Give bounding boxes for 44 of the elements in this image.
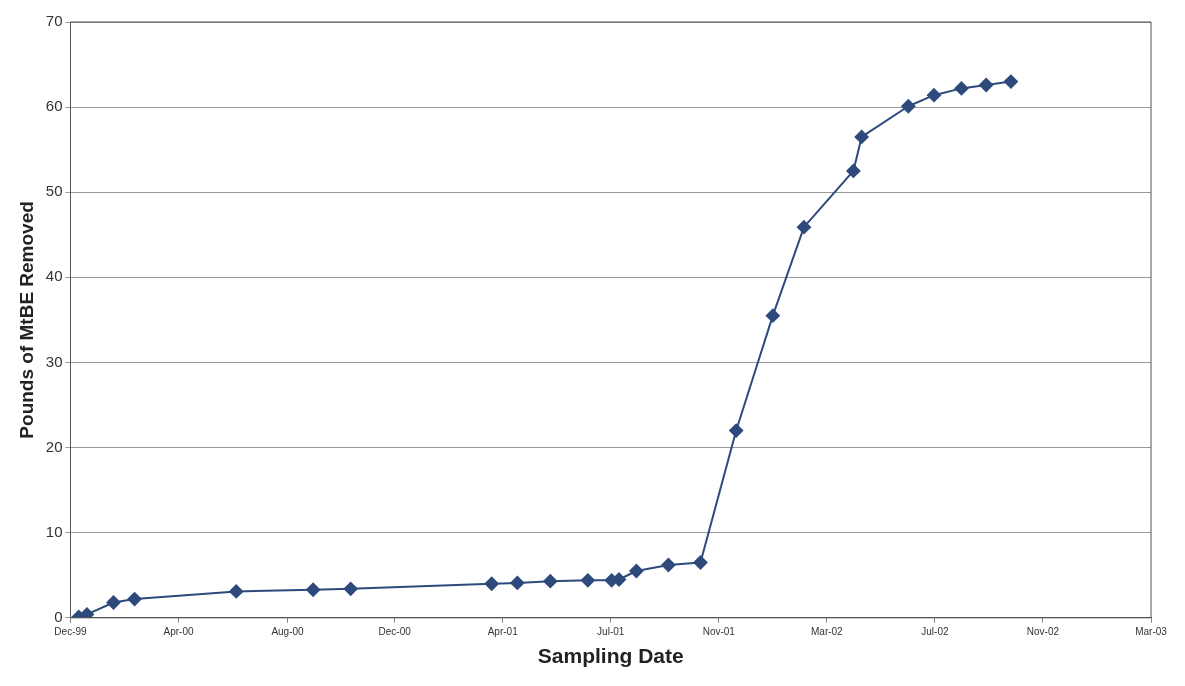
point <box>846 163 861 178</box>
x-tick-label: Apr-01 <box>487 625 519 637</box>
x-tick-label: Nov-01 <box>702 625 736 637</box>
x-tick-label: Nov-02 <box>1026 625 1060 637</box>
point <box>729 423 744 438</box>
y-tick-label: 30 <box>45 352 63 370</box>
point <box>693 555 708 570</box>
point <box>954 81 969 96</box>
point <box>306 582 321 597</box>
point <box>127 592 142 607</box>
point <box>543 574 558 589</box>
x-axis-title: Sampling Date <box>537 644 684 668</box>
point <box>901 99 916 114</box>
point <box>629 563 644 578</box>
y-tick-label: 70 <box>45 12 63 30</box>
x-tick-label: Jul-01 <box>597 625 625 637</box>
y-tick-label: 20 <box>45 437 63 455</box>
point <box>510 575 525 590</box>
point <box>106 595 121 610</box>
y-tick-label: 50 <box>45 182 63 200</box>
point <box>484 576 499 591</box>
x-tick-label: Dec-99 <box>54 625 88 637</box>
x-tick-label: Jul-02 <box>921 625 949 637</box>
point <box>926 88 941 103</box>
point <box>979 77 994 92</box>
point <box>580 573 595 588</box>
point <box>79 607 94 618</box>
x-tick-label: Mar-02 <box>811 625 844 637</box>
y-tick-label: 60 <box>45 97 63 115</box>
x-tick-label: Aug-00 <box>271 625 305 637</box>
x-tick-label: Apr-00 <box>163 625 194 637</box>
point <box>661 558 676 573</box>
point <box>765 308 780 323</box>
x-tick-label: Mar-03 <box>1135 625 1168 637</box>
y-tick-label: 10 <box>45 522 63 540</box>
point <box>1003 74 1018 89</box>
x-tick-label: Dec-00 <box>378 625 412 637</box>
y-tick-label: 0 <box>54 607 63 625</box>
point <box>796 220 811 235</box>
y-tick-label: 40 <box>45 267 63 285</box>
point <box>854 129 869 144</box>
y-axis-title: Pounds of MtBE Removed <box>15 201 37 439</box>
point <box>343 581 358 596</box>
point <box>229 584 244 599</box>
